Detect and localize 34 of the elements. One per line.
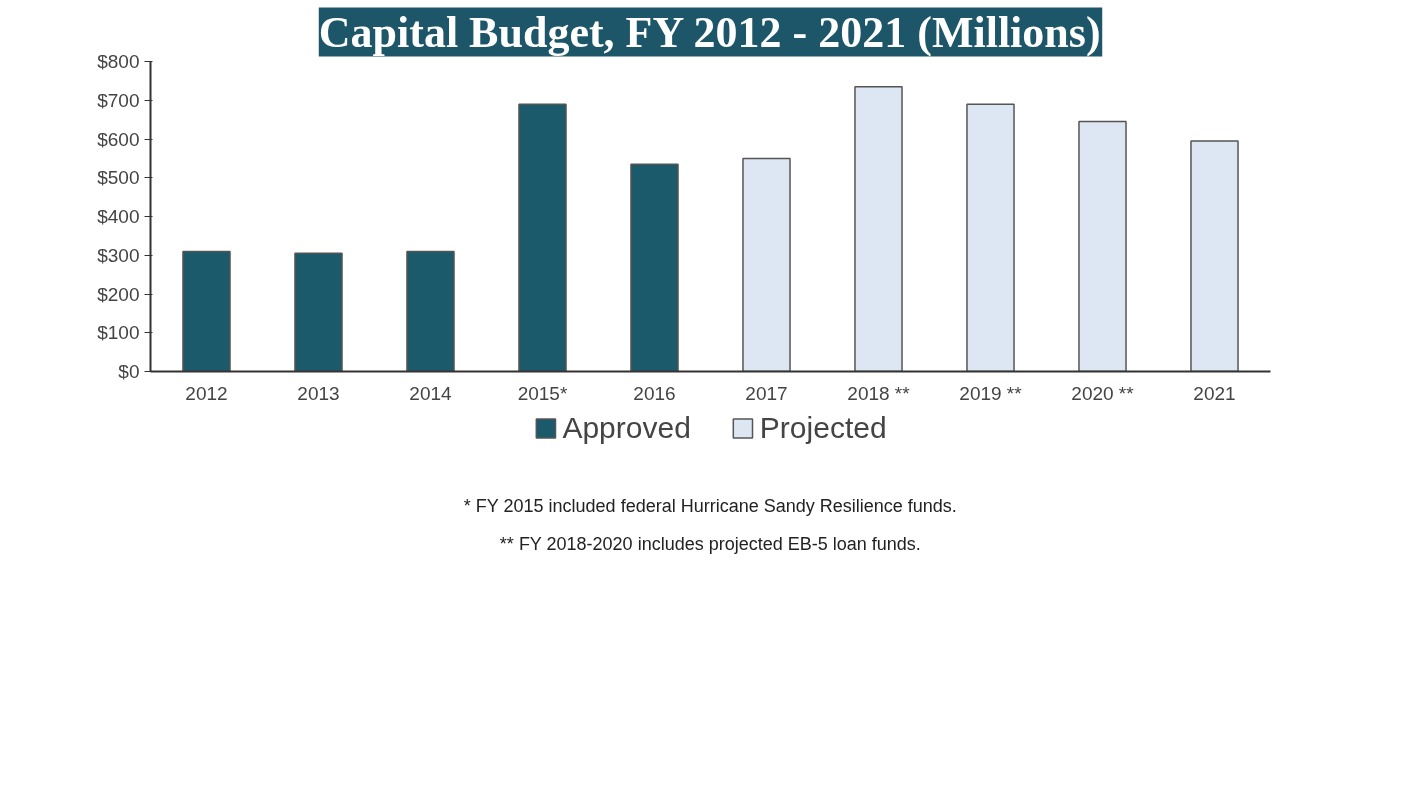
x-tick-label: 2018 ** <box>847 382 911 404</box>
x-tick-label: 2016 <box>633 382 676 404</box>
bar <box>854 85 903 372</box>
x-tick-label: 2013 <box>297 382 340 404</box>
legend-label: Approved <box>562 411 691 445</box>
bar <box>1078 120 1127 372</box>
x-tick-label: 2014 <box>409 382 453 404</box>
bar <box>518 103 567 372</box>
text: ** FY 2018-2020 includes projected EB-5 loan funds. <box>499 534 921 554</box>
y-tick-label: $200 <box>97 283 140 305</box>
bar <box>1190 140 1239 372</box>
y-tick-label: $600 <box>97 128 140 150</box>
x-tick-label: 2015* <box>517 382 568 404</box>
y-tick-label: $0 <box>118 361 140 382</box>
text: * FY 2015 included federal Hurricane Sandy Resilience funds. <box>463 496 957 516</box>
y-tick-label: $100 <box>97 322 140 344</box>
bar <box>406 250 455 372</box>
bar <box>966 103 1015 372</box>
x-tick-label: 2012 <box>185 382 228 404</box>
y-tick-label: $700 <box>97 89 140 111</box>
bar <box>294 252 343 372</box>
y-tick-label: $800 <box>97 51 140 72</box>
x-tick-label: 2021 <box>1193 382 1236 404</box>
y-tick-label: $500 <box>97 167 140 189</box>
bar <box>742 157 791 372</box>
x-tick-label: 2020 ** <box>1071 382 1135 404</box>
x-tick-label: 2019 ** <box>959 382 1023 404</box>
y-tick-label: $400 <box>97 206 140 227</box>
legend-label: Projected <box>759 411 887 445</box>
chart-title: Capital Budget, FY 2012 - 2021 (Millions) <box>318 7 1101 57</box>
y-tick-label: $300 <box>97 244 140 266</box>
bar <box>182 250 231 372</box>
bar <box>630 163 679 372</box>
x-tick-label: 2017 <box>745 382 788 404</box>
